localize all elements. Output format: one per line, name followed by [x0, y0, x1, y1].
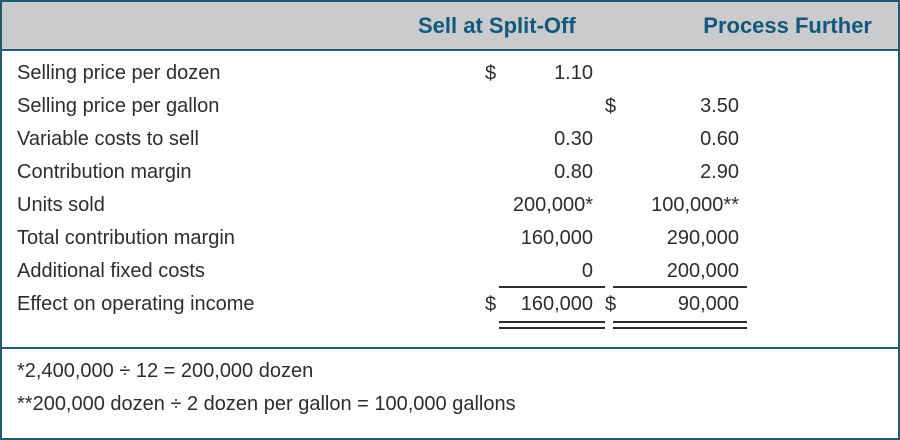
amount-value: 160,000	[520, 227, 593, 249]
amount-value: 3.50	[700, 95, 739, 117]
currency-symbol: $	[485, 62, 497, 84]
cell-process-further: $3.50	[605, 90, 747, 123]
cell-process-further: 2.90	[605, 156, 747, 189]
amount-value: 290,000	[666, 227, 739, 249]
column-header-sell-at-split-off: Sell at Split-Off	[418, 12, 576, 38]
cell-sell-at-split-off: 0	[485, 255, 605, 288]
cell-sell-at-split-off: 160,000	[485, 222, 605, 255]
row-label: Additional fixed costs	[17, 260, 205, 282]
table-row: Selling price per dozen $1.10	[2, 57, 898, 90]
row-label: Effect on operating income	[17, 293, 255, 315]
footnote-units-sold-dozen: *2,400,000 ÷ 12 = 200,000 dozen	[17, 360, 314, 382]
cell-sell-at-split-off	[485, 90, 605, 123]
column-header-process-further: Process Further	[703, 12, 872, 38]
table-row: Variable costs to sell 0.30 0.60	[2, 123, 898, 156]
currency-symbol: $	[485, 293, 497, 315]
table-row: Selling price per gallon $3.50	[2, 90, 898, 123]
table-header: Sell at Split-Off Process Further	[2, 2, 898, 51]
amount-value: 100,000**	[651, 194, 739, 216]
row-label: Total contribution margin	[17, 227, 235, 249]
cell-process-further: 100,000**	[605, 189, 747, 222]
table-row: Contribution margin 0.80 2.90	[2, 156, 898, 189]
row-label: Variable costs to sell	[17, 128, 199, 150]
table-row: Additional fixed costs 0 200,000	[2, 255, 898, 288]
cell-process-further	[605, 57, 747, 90]
cell-process-further: $90,000	[605, 288, 747, 329]
row-label: Contribution margin	[17, 161, 192, 183]
cell-sell-at-split-off: 0.30	[485, 123, 605, 156]
amount-value: 0	[581, 260, 593, 282]
currency-symbol: $	[605, 293, 617, 315]
cell-sell-at-split-off: 0.80	[485, 156, 605, 189]
currency-symbol: $	[605, 95, 617, 117]
row-label: Units sold	[17, 194, 105, 216]
amount-value: 1.10	[554, 62, 593, 84]
table-body: Selling price per dozen $1.10 Selling pric…	[2, 51, 898, 347]
footnotes-section: *2,400,000 ÷ 12 = 200,000 dozen **200,00…	[2, 347, 898, 438]
table-row: Total contribution margin 160,000 290,000	[2, 222, 898, 255]
amount-value: 0.80	[554, 161, 593, 183]
amount-value: 0.30	[554, 128, 593, 150]
cell-sell-at-split-off: 200,000*	[485, 189, 605, 222]
table-row: Units sold 200,000* 100,000**	[2, 189, 898, 222]
cell-process-further: 290,000	[605, 222, 747, 255]
amount-value: 90,000	[677, 293, 739, 315]
amount-value: 0.60	[700, 128, 739, 150]
row-label: Selling price per gallon	[17, 95, 220, 117]
amount-value: 200,000*	[512, 194, 593, 216]
footnote-units-sold-gallons: **200,000 dozen ÷ 2 dozen per gallon = 1…	[17, 393, 516, 415]
cell-sell-at-split-off: $1.10	[485, 57, 605, 90]
cell-process-further: 200,000	[605, 255, 747, 288]
table-row: Effect on operating income $160,000 $90,00…	[2, 288, 898, 329]
cell-process-further: 0.60	[605, 123, 747, 156]
amount-value: 160,000	[520, 293, 593, 315]
amount-value: 2.90	[700, 161, 739, 183]
cell-sell-at-split-off: $160,000	[485, 288, 605, 329]
amount-value: 200,000	[666, 260, 739, 282]
row-label: Selling price per dozen	[17, 62, 221, 84]
